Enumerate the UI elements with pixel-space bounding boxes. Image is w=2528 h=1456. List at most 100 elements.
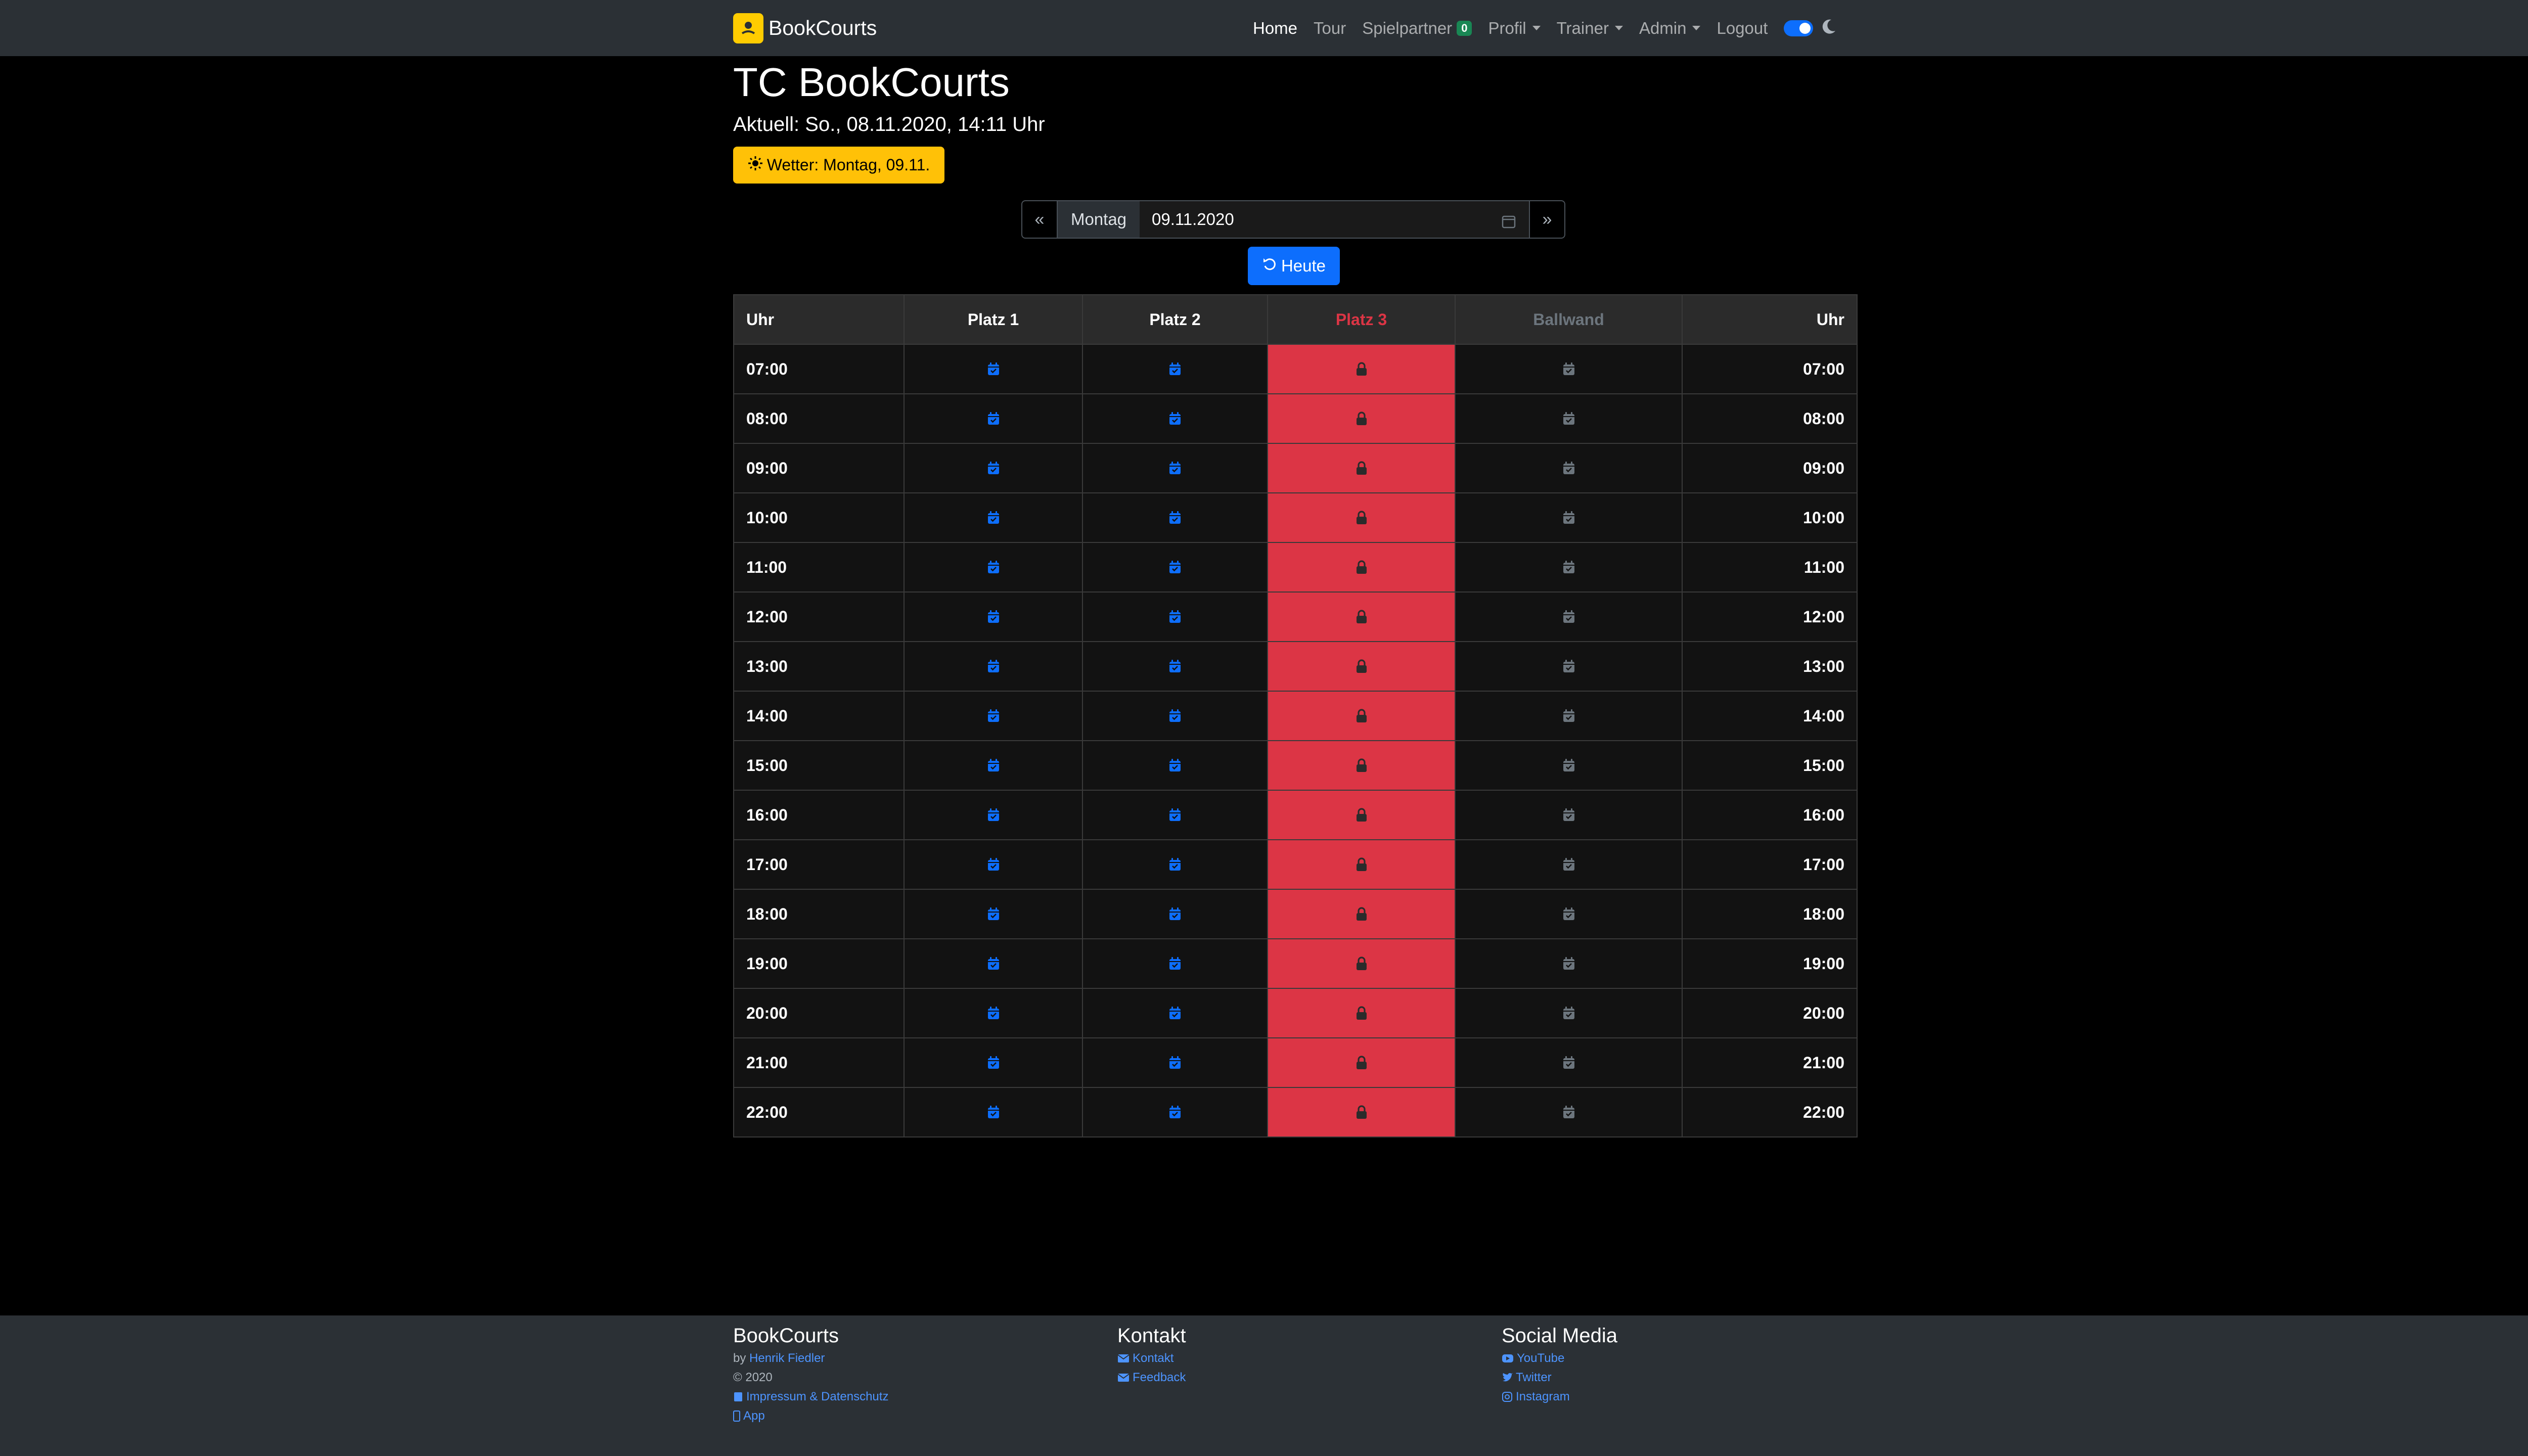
slot-ballwand [1455,790,1683,840]
calendar-check-icon[interactable] [905,394,1082,443]
calendar-check-icon[interactable] [905,345,1082,393]
feedback-link-label: Feedback [1133,1371,1186,1384]
calendar-check-icon[interactable] [1083,394,1267,443]
slot-platz-1[interactable] [904,542,1083,593]
nav-spielpartner[interactable]: Spielpartner 0 [1362,19,1472,38]
slot-platz-1[interactable] [904,443,1083,493]
calendar-check-icon[interactable] [1083,840,1267,889]
slot-platz-2[interactable] [1082,592,1268,642]
calendar-check-icon[interactable] [905,791,1082,839]
slot-platz-2[interactable] [1082,790,1268,840]
slot-platz-1[interactable] [904,740,1083,791]
date-input[interactable]: 09.11.2020 [1140,200,1529,239]
slot-platz-1[interactable] [904,839,1083,890]
calendar-check-icon[interactable] [905,444,1082,492]
nav-home[interactable]: Home [1253,18,1298,37]
calendar-check-icon[interactable] [1083,791,1267,839]
calendar-check-icon[interactable] [905,890,1082,938]
slot-ballwand [1455,443,1683,493]
slot-platz-1[interactable] [904,492,1083,543]
slot-platz-1[interactable] [904,988,1083,1038]
slot-platz-1[interactable] [904,790,1083,840]
envelope-icon [1117,1374,1130,1382]
slot-platz-3 [1267,889,1456,939]
calendar-check-icon[interactable] [1083,345,1267,393]
nav-logout[interactable]: Logout [1717,18,1768,37]
time-cell-right: 13:00 [1682,641,1858,692]
calendar-check-icon[interactable] [905,989,1082,1037]
calendar-check-icon[interactable] [905,543,1082,592]
slot-ballwand [1455,889,1683,939]
slot-platz-2[interactable] [1082,1087,1268,1138]
slot-platz-2[interactable] [1082,344,1268,394]
slot-platz-2[interactable] [1082,938,1268,989]
weather-button[interactable]: Wetter: Montag, 09.11. [733,147,944,184]
calendar-check-icon[interactable] [1083,543,1267,592]
calendar-check-icon[interactable] [1083,493,1267,542]
footer-title-bookcourts: BookCourts [733,1325,839,1347]
next-day-button[interactable]: » [1529,200,1565,239]
slot-platz-1[interactable] [904,641,1083,692]
calendar-check-icon[interactable] [905,593,1082,641]
slot-platz-2[interactable] [1082,988,1268,1038]
previous-day-button[interactable]: « [1021,200,1058,239]
slot-platz-2[interactable] [1082,492,1268,543]
dark-mode-toggle[interactable] [1784,20,1814,36]
calendar-check-icon[interactable] [905,1088,1082,1136]
slot-platz-2[interactable] [1082,691,1268,741]
calendar-check-icon[interactable] [1083,939,1267,988]
app-link[interactable]: App [733,1406,888,1426]
kontakt-link[interactable]: Kontakt [1117,1349,1186,1368]
slot-platz-2[interactable] [1082,1037,1268,1088]
calendar-check-icon[interactable] [1083,1038,1267,1087]
calendar-check-icon[interactable] [905,939,1082,988]
brand[interactable]: BookCourts [733,13,877,43]
slot-platz-1[interactable] [904,938,1083,989]
calendar-check-icon[interactable] [1083,692,1267,740]
calendar-icon[interactable] [1502,213,1516,233]
slot-platz-3 [1267,691,1456,741]
calendar-check-icon[interactable] [1083,741,1267,790]
calendar-check-icon [1456,543,1682,592]
slot-platz-1[interactable] [904,889,1083,939]
slot-ballwand [1455,592,1683,642]
slot-platz-1[interactable] [904,1037,1083,1088]
slot-platz-1[interactable] [904,691,1083,741]
calendar-check-icon[interactable] [1083,642,1267,691]
calendar-check-icon[interactable] [905,642,1082,691]
slot-platz-2[interactable] [1082,542,1268,593]
slot-platz-2[interactable] [1082,641,1268,692]
slot-platz-1[interactable] [904,592,1083,642]
nav-trainer-dropdown[interactable]: Trainer [1557,19,1623,38]
today-button[interactable]: Heute [1248,247,1340,285]
youtube-link[interactable]: YouTube [1502,1349,1617,1368]
slot-platz-3 [1267,344,1456,394]
slot-platz-2[interactable] [1082,740,1268,791]
slot-platz-1[interactable] [904,393,1083,444]
calendar-check-icon[interactable] [905,741,1082,790]
slot-platz-1[interactable] [904,344,1083,394]
nav-tour[interactable]: Tour [1314,18,1346,37]
feedback-link[interactable]: Feedback [1117,1368,1186,1387]
calendar-check-icon[interactable] [1083,890,1267,938]
slot-platz-1[interactable] [904,1087,1083,1138]
calendar-check-icon[interactable] [1083,593,1267,641]
calendar-check-icon[interactable] [1083,989,1267,1037]
slot-platz-2[interactable] [1082,889,1268,939]
calendar-check-icon[interactable] [905,493,1082,542]
impressum-link[interactable]: Impressum & Datenschutz [733,1387,888,1406]
table-row: 16:00 16:00 [733,790,1858,840]
slot-platz-2[interactable] [1082,839,1268,890]
instagram-link[interactable]: Instagram [1502,1387,1617,1406]
slot-platz-2[interactable] [1082,393,1268,444]
calendar-check-icon[interactable] [905,840,1082,889]
calendar-check-icon[interactable] [905,692,1082,740]
author-link[interactable]: Henrik Fiedler [749,1351,825,1365]
calendar-check-icon[interactable] [1083,1088,1267,1136]
calendar-check-icon[interactable] [905,1038,1082,1087]
calendar-check-icon[interactable] [1083,444,1267,492]
nav-profil-dropdown[interactable]: Profil [1488,19,1541,38]
nav-admin-dropdown[interactable]: Admin [1639,19,1701,38]
twitter-link[interactable]: Twitter [1502,1368,1617,1387]
slot-platz-2[interactable] [1082,443,1268,493]
